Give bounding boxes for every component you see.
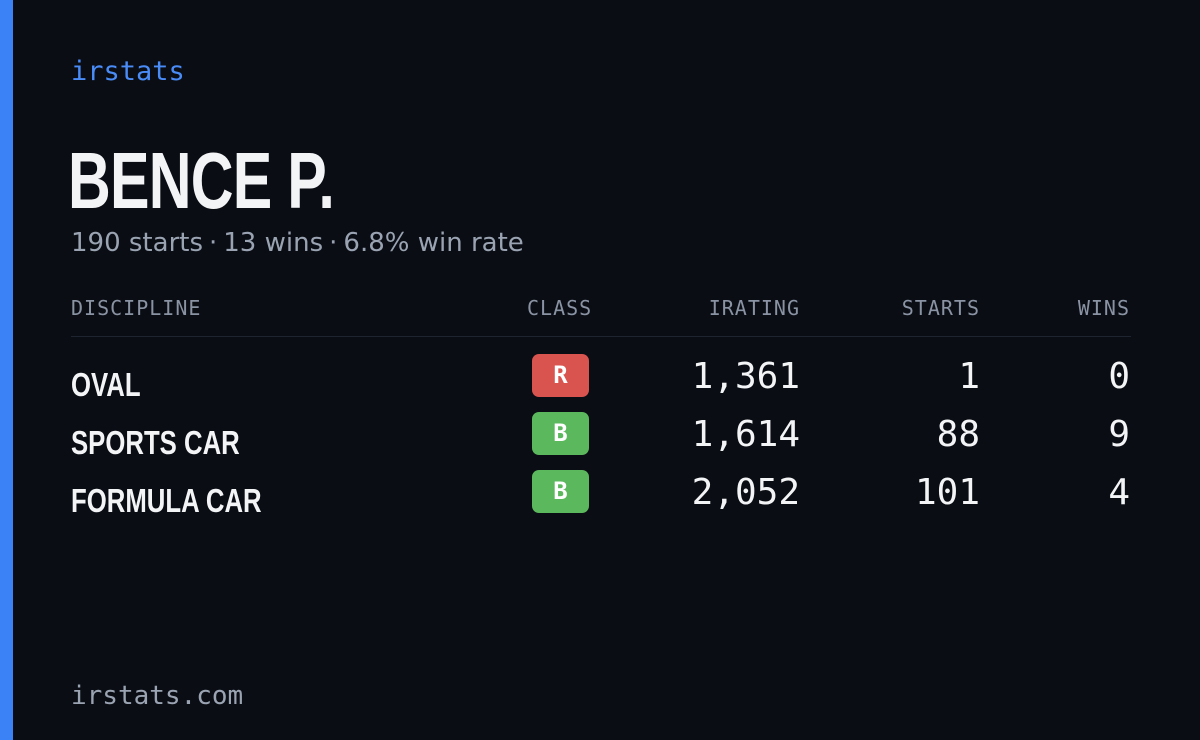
header-divider bbox=[71, 336, 1131, 337]
brand-logo-text: irstats bbox=[71, 56, 185, 87]
irating-value: 1,361 bbox=[691, 356, 800, 397]
table-row: OVAL R 1,361 1 0 bbox=[71, 354, 1131, 406]
starts-value: 88 bbox=[936, 414, 980, 455]
header-irating: IRATING bbox=[708, 296, 800, 320]
header-starts: STARTS bbox=[901, 296, 980, 320]
summary-wins: 13 wins bbox=[223, 228, 324, 258]
class-badge: B bbox=[532, 470, 589, 513]
discipline-name: OVAL bbox=[71, 366, 141, 403]
wins-value: 4 bbox=[1108, 472, 1130, 513]
irating-value: 2,052 bbox=[691, 472, 800, 513]
starts-value: 1 bbox=[958, 356, 980, 397]
table-row: FORMULA CAR B 2,052 101 4 bbox=[71, 470, 1131, 522]
discipline-name: FORMULA CAR bbox=[71, 482, 262, 519]
driver-name: BENCE P. bbox=[68, 136, 335, 225]
wins-value: 9 bbox=[1108, 414, 1130, 455]
summary-separator: · bbox=[329, 228, 338, 258]
summary-starts: 190 starts bbox=[71, 228, 203, 258]
discipline-name: SPORTS CAR bbox=[71, 424, 240, 461]
starts-value: 101 bbox=[914, 472, 980, 513]
header-wins: WINS bbox=[1077, 296, 1130, 320]
accent-bar bbox=[0, 0, 13, 740]
class-badge: R bbox=[532, 354, 589, 397]
class-badge: B bbox=[532, 412, 589, 455]
summary-line: 190 starts · 13 wins · 6.8% win rate bbox=[71, 228, 524, 258]
wins-value: 0 bbox=[1108, 356, 1130, 397]
table-row: SPORTS CAR B 1,614 88 9 bbox=[71, 412, 1131, 464]
irating-value: 1,614 bbox=[691, 414, 800, 455]
header-discipline: DISCIPLINE bbox=[71, 296, 202, 320]
summary-win-rate: 6.8% win rate bbox=[343, 228, 524, 258]
summary-separator: · bbox=[209, 228, 218, 258]
header-class: CLASS bbox=[527, 296, 593, 320]
footer-url: irstats.com bbox=[71, 681, 244, 711]
